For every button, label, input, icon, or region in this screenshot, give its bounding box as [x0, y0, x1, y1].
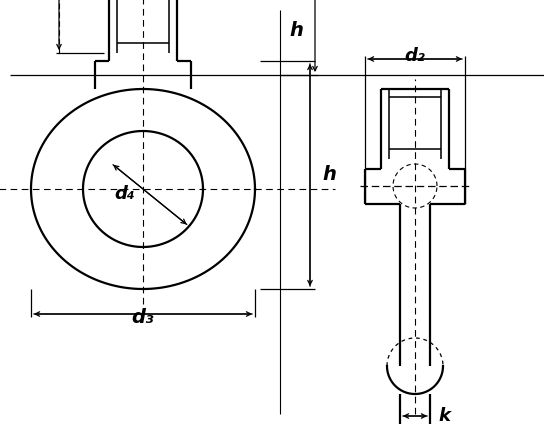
Text: d₃: d₃: [132, 308, 154, 327]
Text: d₂: d₂: [405, 47, 425, 65]
Text: h: h: [289, 20, 303, 39]
Text: d₄: d₄: [114, 185, 135, 203]
Text: k: k: [438, 407, 450, 424]
Text: h: h: [322, 165, 336, 184]
